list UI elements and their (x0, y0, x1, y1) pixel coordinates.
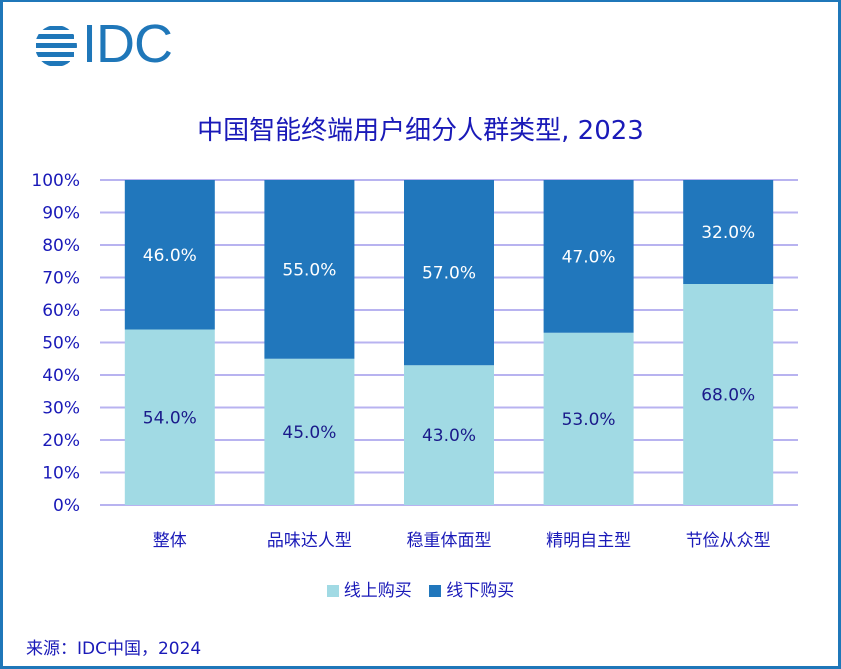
bar-segment-online (683, 284, 774, 505)
bar-segment-offline (683, 180, 774, 284)
x-category-label: 稳重体面型 (407, 531, 492, 551)
data-label: 68.0% (701, 386, 755, 406)
logo-text: IDC (82, 14, 173, 74)
source-note: 来源：IDC中国，2024 (26, 639, 202, 659)
data-label: 47.0% (562, 247, 616, 267)
bar-segment-offline (264, 180, 355, 359)
x-category-label: 整体 (153, 531, 187, 551)
idc-logo: IDC (34, 17, 184, 74)
legend: 线上购买 线下购买 (0, 576, 841, 601)
legend-item-online: 线上购买 (326, 576, 412, 601)
bar-segment-online (543, 332, 634, 505)
y-tick-label: 50% (42, 334, 80, 354)
y-tick-label: 20% (42, 431, 80, 451)
y-tick-label: 100% (31, 171, 80, 191)
bar-segment-offline (124, 180, 215, 330)
x-category-label: 品味达人型 (267, 531, 352, 551)
legend-label-offline: 线下购买 (446, 581, 515, 601)
legend-label-online: 线上购买 (343, 581, 412, 601)
bar-segment-online (124, 329, 215, 505)
data-label: 46.0% (143, 246, 197, 266)
y-tick-label: 10% (42, 464, 80, 484)
bar-segment-offline (543, 180, 634, 333)
legend-item-offline: 线下购买 (429, 576, 514, 601)
y-tick-label: 60% (42, 301, 80, 321)
y-tick-label: 0% (53, 496, 80, 516)
data-label: 53.0% (562, 410, 616, 430)
bar-segment-online (404, 365, 494, 505)
data-label: 54.0% (143, 408, 197, 428)
y-tick-label: 80% (42, 236, 80, 256)
legend-swatch-offline (429, 585, 442, 597)
bar-segment-offline (404, 180, 494, 366)
data-label: 32.0% (701, 223, 755, 243)
y-tick-label: 90% (42, 204, 80, 224)
y-tick-label: 70% (42, 269, 80, 289)
bar-segment-online (264, 358, 355, 505)
data-label: 57.0% (422, 264, 476, 284)
chart-title: 中国智能终端用户细分人群类型, 2023 (197, 116, 644, 146)
globe-icon (35, 26, 77, 66)
y-tick-label: 30% (42, 399, 80, 419)
data-label: 55.0% (282, 260, 336, 280)
x-category-label: 精明自主型 (546, 531, 631, 551)
data-label: 43.0% (422, 426, 476, 446)
data-label: 45.0% (282, 423, 336, 443)
x-category-label: 节俭从众型 (686, 531, 771, 551)
legend-swatch-online (326, 585, 339, 597)
y-tick-label: 40% (42, 366, 80, 386)
